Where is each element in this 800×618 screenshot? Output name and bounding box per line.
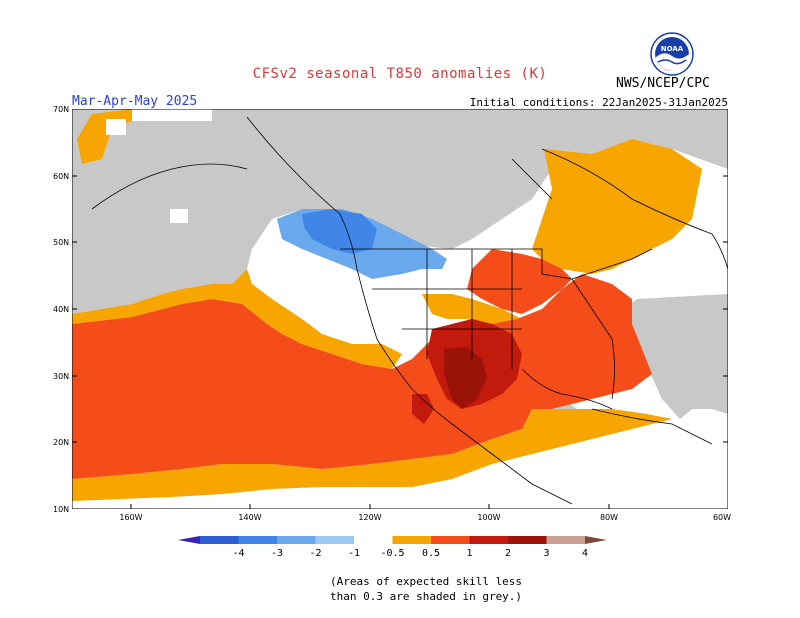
map-title: CFSv2 seasonal T850 anomalies (K) <box>252 66 548 82</box>
colorbar-label: 4 <box>582 548 588 559</box>
lon-label: 80W <box>600 513 618 522</box>
longitude-ticks <box>130 504 728 509</box>
colorbar-label: 0.5 <box>422 548 440 559</box>
agency-label: NWS/NCEP/CPC <box>616 76 710 91</box>
colorbar-label: -3 <box>271 548 283 559</box>
colorbar-segment <box>508 536 547 544</box>
noaa-logo: NOAA <box>650 32 694 76</box>
colorbar-label: -4 <box>232 548 244 559</box>
initial-conditions: Initial conditions: 22Jan2025-31Jan2025 <box>469 96 728 109</box>
lat-label: 40N <box>53 305 69 314</box>
lat-label: 20N <box>53 438 69 447</box>
colorbar-segment <box>546 536 585 544</box>
colorbar-segment <box>431 536 470 544</box>
noaa-logo-text: NOAA <box>661 45 684 53</box>
lon-label: 100W <box>477 513 500 522</box>
anomaly-map <box>72 109 728 509</box>
lat-label: 70N <box>53 105 69 114</box>
lat-label: 10N <box>53 505 69 514</box>
lat-label: 30N <box>53 372 69 381</box>
coastlines <box>91 116 728 505</box>
colorbar-label: -1 <box>348 548 360 559</box>
skill-note-line: than 0.3 are shaded in grey.) <box>330 590 523 603</box>
colorbar-segment <box>200 536 239 544</box>
lon-label: 160W <box>119 513 142 522</box>
colorbar: -4 -3 -2 -1 -0.5 0.5 1 2 3 4 <box>178 536 607 559</box>
forecast-period: Mar-Apr-May 2025 <box>72 94 198 109</box>
lon-label: 140W <box>238 513 261 522</box>
colorbar-label: -0.5 <box>380 548 404 559</box>
colorbar-segment <box>354 536 393 544</box>
colorbar-segment <box>469 536 508 544</box>
skill-note-line: (Areas of expected skill less <box>330 575 523 588</box>
colorbar-arrow-left <box>178 536 200 544</box>
colorbar-segment <box>315 536 354 544</box>
lon-label: 60W <box>713 513 731 522</box>
colorbar-segment <box>392 536 431 544</box>
colorbar-segment <box>238 536 277 544</box>
lat-label: 60N <box>53 172 69 181</box>
anomaly-dark-red <box>444 347 487 409</box>
anomaly-blue <box>302 209 377 254</box>
colorbar-label: 3 <box>543 548 549 559</box>
lon-label: 120W <box>358 513 381 522</box>
latitude-ticks <box>72 109 728 509</box>
colorbar-label: -2 <box>309 548 321 559</box>
colorbar-segment <box>277 536 316 544</box>
colorbar-arrow-right <box>585 536 607 544</box>
lat-label: 50N <box>53 238 69 247</box>
colorbar-label: 2 <box>505 548 511 559</box>
anomaly-red-orange <box>72 249 652 479</box>
colorbar-label: 1 <box>466 548 472 559</box>
skill-note: (Areas of expected skill less than 0.3 a… <box>330 574 522 604</box>
